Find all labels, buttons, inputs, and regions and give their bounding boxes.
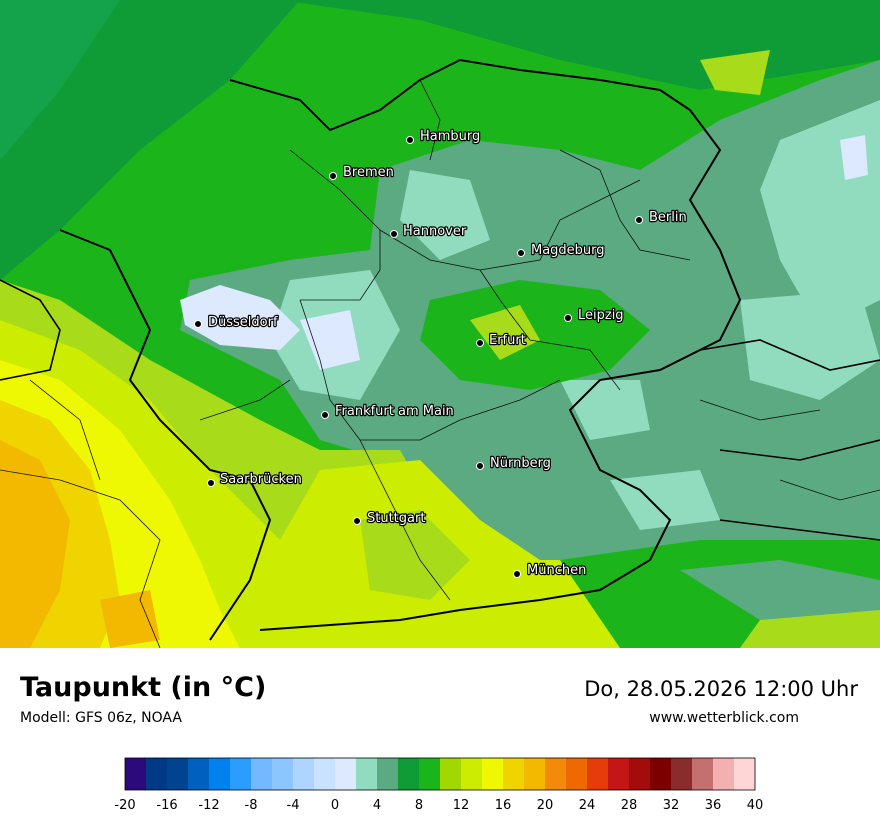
scale-swatch	[503, 758, 525, 790]
scale-tick-label: -16	[156, 798, 177, 813]
scale-tick-label: -4	[287, 798, 300, 813]
city-erfurt: Erfurt	[476, 332, 527, 349]
scale-tick-label: 0	[331, 798, 339, 813]
city-stuttgart: Stuttgart	[353, 510, 427, 527]
scale-tick-label: 20	[537, 798, 554, 813]
city-saarbruecken: Saarbrücken	[207, 471, 303, 488]
scale-swatch	[650, 758, 672, 790]
scale-swatch	[419, 758, 441, 790]
city-nuernberg: Nürnberg	[476, 455, 552, 472]
scale-swatch	[524, 758, 546, 790]
scale-tick-label: 24	[579, 798, 596, 813]
scale-swatch	[398, 758, 420, 790]
scale-tick-label: -20	[114, 798, 135, 813]
scale-tick-label: 8	[415, 798, 423, 813]
scale-swatch	[629, 758, 651, 790]
svg-text:Magdeburg: Magdeburg	[531, 243, 605, 258]
scale-swatch	[377, 758, 399, 790]
scale-tick-label: -12	[198, 798, 219, 813]
map-title: Taupunkt (in °C)	[20, 672, 267, 703]
scale-swatch	[482, 758, 504, 790]
scale-border	[124, 757, 756, 791]
scale-swatch	[356, 758, 378, 790]
color-scale-swatches	[124, 757, 756, 791]
svg-text:Saarbrücken: Saarbrücken	[220, 472, 302, 487]
svg-text:Leipzig: Leipzig	[578, 308, 624, 323]
scale-tick-label: -8	[245, 798, 258, 813]
scale-tick-label: 36	[705, 798, 722, 813]
scale-tick-label: 16	[495, 798, 512, 813]
scale-swatch	[734, 758, 756, 790]
city-hannover: Hannover	[390, 223, 468, 240]
city-bremen: Bremen	[329, 164, 395, 181]
scale-swatch	[251, 758, 273, 790]
model-info: Modell: GFS 06z, NOAA	[20, 710, 182, 726]
svg-text:Stuttgart: Stuttgart	[367, 511, 425, 526]
scale-swatch	[230, 758, 252, 790]
dewpoint-map: Hamburg Bremen Berlin Hannover Magdeburg…	[0, 0, 880, 648]
scale-tick-label: 28	[621, 798, 638, 813]
scale-swatch	[461, 758, 483, 790]
scale-swatch	[335, 758, 357, 790]
city-leipzig: Leipzig	[564, 307, 625, 324]
scale-swatch	[713, 758, 735, 790]
city-markers: Hamburg Bremen Berlin Hannover Magdeburg…	[194, 128, 688, 579]
scale-swatch	[671, 758, 693, 790]
svg-text:Bremen: Bremen	[343, 165, 394, 180]
scale-swatch	[146, 758, 168, 790]
city-hamburg: Hamburg	[406, 128, 481, 145]
svg-text:Nürnberg: Nürnberg	[490, 456, 551, 471]
scale-swatch	[587, 758, 609, 790]
svg-text:Düsseldorf: Düsseldorf	[208, 315, 278, 330]
svg-text:Erfurt: Erfurt	[489, 333, 526, 348]
scale-swatch	[272, 758, 294, 790]
scale-swatch	[314, 758, 336, 790]
color-scale-ticks: -20 -16 -12 -8 -4 0 4 8 12 16 20 24 28 32 36 40	[114, 798, 763, 813]
city-magdeburg: Magdeburg	[517, 242, 606, 259]
scale-swatch	[293, 758, 315, 790]
scale-swatch	[545, 758, 567, 790]
scale-tick-label: 12	[453, 798, 470, 813]
svg-text:Hannover: Hannover	[403, 224, 467, 239]
scale-swatch	[188, 758, 210, 790]
scale-swatch	[209, 758, 231, 790]
city-muenchen: München	[513, 562, 588, 579]
city-berlin: Berlin	[635, 209, 688, 226]
scale-swatch	[167, 758, 189, 790]
website-link[interactable]: www.wetterblick.com	[649, 710, 799, 726]
scale-tick-label: 40	[747, 798, 764, 813]
forecast-datetime: Do, 28.05.2026 12:00 Uhr	[584, 677, 858, 701]
scale-swatch	[692, 758, 714, 790]
svg-text:München: München	[527, 563, 586, 578]
svg-text:Frankfurt am Main: Frankfurt am Main	[335, 404, 454, 419]
scale-tick-label: 32	[663, 798, 680, 813]
scale-swatch	[566, 758, 588, 790]
svg-text:Hamburg: Hamburg	[420, 129, 480, 144]
city-frankfurt-am-main: Frankfurt am Main	[321, 403, 455, 420]
scale-tick-label: 4	[373, 798, 381, 813]
city-duesseldorf: Düsseldorf	[194, 314, 279, 331]
scale-swatch	[440, 758, 462, 790]
svg-text:Berlin: Berlin	[649, 210, 687, 225]
color-scale-legend: -20 -16 -12 -8 -4 0 4 8 12 16 20 24 28 32 36 40	[114, 757, 763, 813]
scale-swatch	[125, 758, 147, 790]
scale-swatch	[608, 758, 630, 790]
